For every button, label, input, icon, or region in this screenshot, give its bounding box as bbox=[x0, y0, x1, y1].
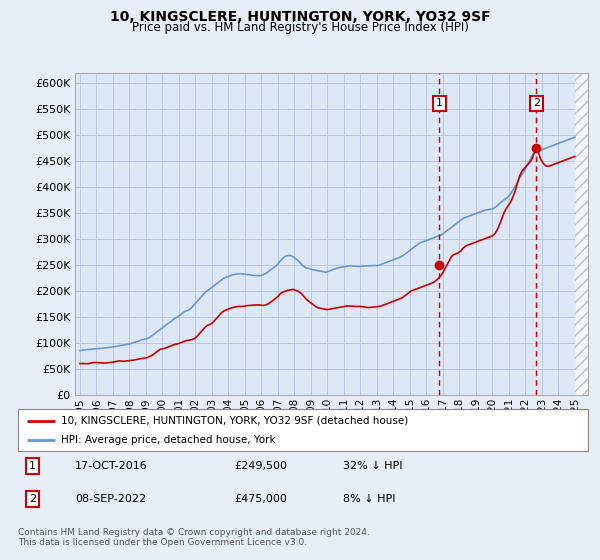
Text: 8% ↓ HPI: 8% ↓ HPI bbox=[343, 494, 395, 504]
Text: 08-SEP-2022: 08-SEP-2022 bbox=[75, 494, 146, 504]
Text: Price paid vs. HM Land Registry's House Price Index (HPI): Price paid vs. HM Land Registry's House … bbox=[131, 21, 469, 34]
Text: 32% ↓ HPI: 32% ↓ HPI bbox=[343, 461, 403, 471]
Text: Contains HM Land Registry data © Crown copyright and database right 2024.
This d: Contains HM Land Registry data © Crown c… bbox=[18, 528, 370, 547]
Text: 2: 2 bbox=[533, 99, 540, 109]
Bar bbox=[575, 73, 591, 395]
Text: £249,500: £249,500 bbox=[235, 461, 287, 471]
Text: 10, KINGSCLERE, HUNTINGTON, YORK, YO32 9SF: 10, KINGSCLERE, HUNTINGTON, YORK, YO32 9… bbox=[110, 10, 490, 24]
Text: 1: 1 bbox=[436, 99, 443, 109]
Text: £475,000: £475,000 bbox=[235, 494, 287, 504]
Text: 17-OCT-2016: 17-OCT-2016 bbox=[75, 461, 148, 471]
Text: 2: 2 bbox=[29, 494, 36, 504]
Text: HPI: Average price, detached house, York: HPI: Average price, detached house, York bbox=[61, 435, 275, 445]
Text: 1: 1 bbox=[29, 461, 36, 471]
Text: 10, KINGSCLERE, HUNTINGTON, YORK, YO32 9SF (detached house): 10, KINGSCLERE, HUNTINGTON, YORK, YO32 9… bbox=[61, 416, 408, 426]
